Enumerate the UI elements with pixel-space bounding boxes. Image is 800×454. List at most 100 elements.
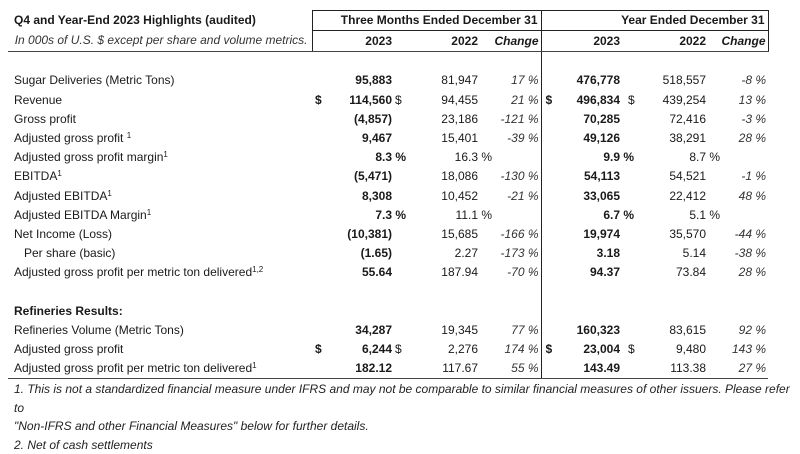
row-label-text: Per share (basic) [24,246,115,260]
dollar-sign [392,129,420,148]
dollar-sign [620,71,645,90]
year-change: 13 % [706,91,768,110]
dollar-sign: $ [541,91,560,110]
year-2023-value: 49,126 [560,129,620,148]
dollar-sign [541,110,560,129]
dollar-sign [392,225,420,244]
q4-2023-value: 34,287 [332,321,392,340]
row-label-text: Sugar Deliveries (Metric Tons) [14,73,175,87]
row-label: Refineries Volume (Metric Tons) [8,321,312,340]
dollar-sign: $ [392,91,420,110]
q4-change: -121 % [478,110,541,129]
row-label: Adjusted EBITDA1 [8,187,312,206]
dollar-sign: $ [541,340,560,359]
col-header-q-change: Change [478,31,541,52]
year-2022-value: 9,480 [645,340,706,359]
row-label: Adjusted gross profit per metric ton del… [8,359,312,379]
row-label: EBITDA1 [8,167,312,186]
year-2022-value: 518,557 [645,71,706,90]
row-label-text: Adjusted EBITDA [14,189,107,203]
year-2022-value: 72,416 [645,110,706,129]
dollar-sign [392,244,420,263]
year-2023-value: 9.9 % [574,148,634,167]
footnote-1-cont: "Non-IFRS and other Financial Measures" … [14,417,800,436]
row-label-text: Adjusted gross profit per metric ton del… [14,265,252,279]
year-2023-value: 33,065 [560,187,620,206]
dollar-sign [312,167,332,186]
dollar-sign [392,263,420,282]
dollar-sign [541,359,560,379]
q4-2022-value: 2.27 [420,244,478,263]
dollar-sign [541,263,560,282]
table-title: Q4 and Year-End 2023 Highlights (audited… [8,11,312,31]
year-2023-value: 23,004 [560,340,620,359]
dollar-sign: $ [392,340,420,359]
table-row: Adjusted gross profit per metric ton del… [8,263,768,282]
q4-2023-value: 114,560 [332,91,392,110]
q4-2023-value: 6,244 [332,340,392,359]
row-label-text: Net Income (Loss) [14,227,112,241]
year-2022-value: 54,521 [645,167,706,186]
dollar-sign [312,263,332,282]
group-header-year: Year Ended December 31 [541,11,768,31]
q4-2023-value: 8.3 % [346,148,406,167]
dollar-sign: $ [620,340,645,359]
dollar-sign [620,321,645,340]
q4-2023-value: 7.3 % [346,206,406,225]
footnote-ref: 1 [147,208,151,217]
year-2023-value: 54,113 [560,167,620,186]
row-label: Adjusted gross profit per metric ton del… [8,263,312,282]
dollar-sign [541,206,560,225]
q4-2023-value: 182.12 [332,359,392,379]
dollar-sign [620,187,645,206]
q4-2023-value: (5,471) [332,167,392,186]
dollar-sign [392,359,420,379]
q4-2022-value: 94,455 [420,91,478,110]
year-2022-value: 8.7 % [659,148,720,167]
year-change: 92 % [706,321,768,340]
year-2023-value: 496,834 [560,91,620,110]
dollar-sign: $ [312,340,332,359]
row-label-text: Adjusted gross profit [14,131,127,145]
year-change: 143 % [706,340,768,359]
q4-2023-value: (4,857) [332,110,392,129]
col-header-y-change: Change [706,31,768,52]
row-label-text: Gross profit [14,112,76,126]
dollar-sign [392,321,420,340]
q4-2022-value: 187.94 [420,263,478,282]
dollar-sign [541,321,560,340]
footnote-ref: 1 [127,131,131,140]
dollar-sign [620,129,645,148]
year-2022-value: 5.1 % [659,206,720,225]
q4-2023-value: (1.65) [332,244,392,263]
q4-2022-value: 2,276 [420,340,478,359]
year-change: -38 % [706,244,768,263]
dollar-sign: $ [620,91,645,110]
q4-2023-value: 9,467 [332,129,392,148]
q4-change: 55 % [478,359,541,379]
table-subtitle: In 000s of U.S. $ except per share and v… [8,31,312,52]
q4-2022-value: 16.3 % [434,148,492,167]
q4-2023-value: 55.64 [332,263,392,282]
q4-change: -21 % [478,187,541,206]
row-label-text: Adjusted gross profit [14,342,123,356]
year-change: -1 % [706,167,768,186]
row-label: Adjusted gross profit 1 [8,129,312,148]
dollar-sign [312,225,332,244]
q4-2022-value: 15,401 [420,129,478,148]
q4-2022-value: 10,452 [420,187,478,206]
dollar-sign [312,148,332,167]
table-row: Net Income (Loss)(10,381)15,685-166 %19,… [8,225,768,244]
year-2023-value: 70,285 [560,110,620,129]
row-label: Gross profit [8,110,312,129]
row-label-text: Adjusted gross profit per metric ton del… [14,361,252,375]
year-2022-value: 22,412 [645,187,706,206]
year-2022-value: 5.14 [645,244,706,263]
dollar-sign [541,148,560,167]
row-label: Net Income (Loss) [8,225,312,244]
dollar-sign [392,71,420,90]
